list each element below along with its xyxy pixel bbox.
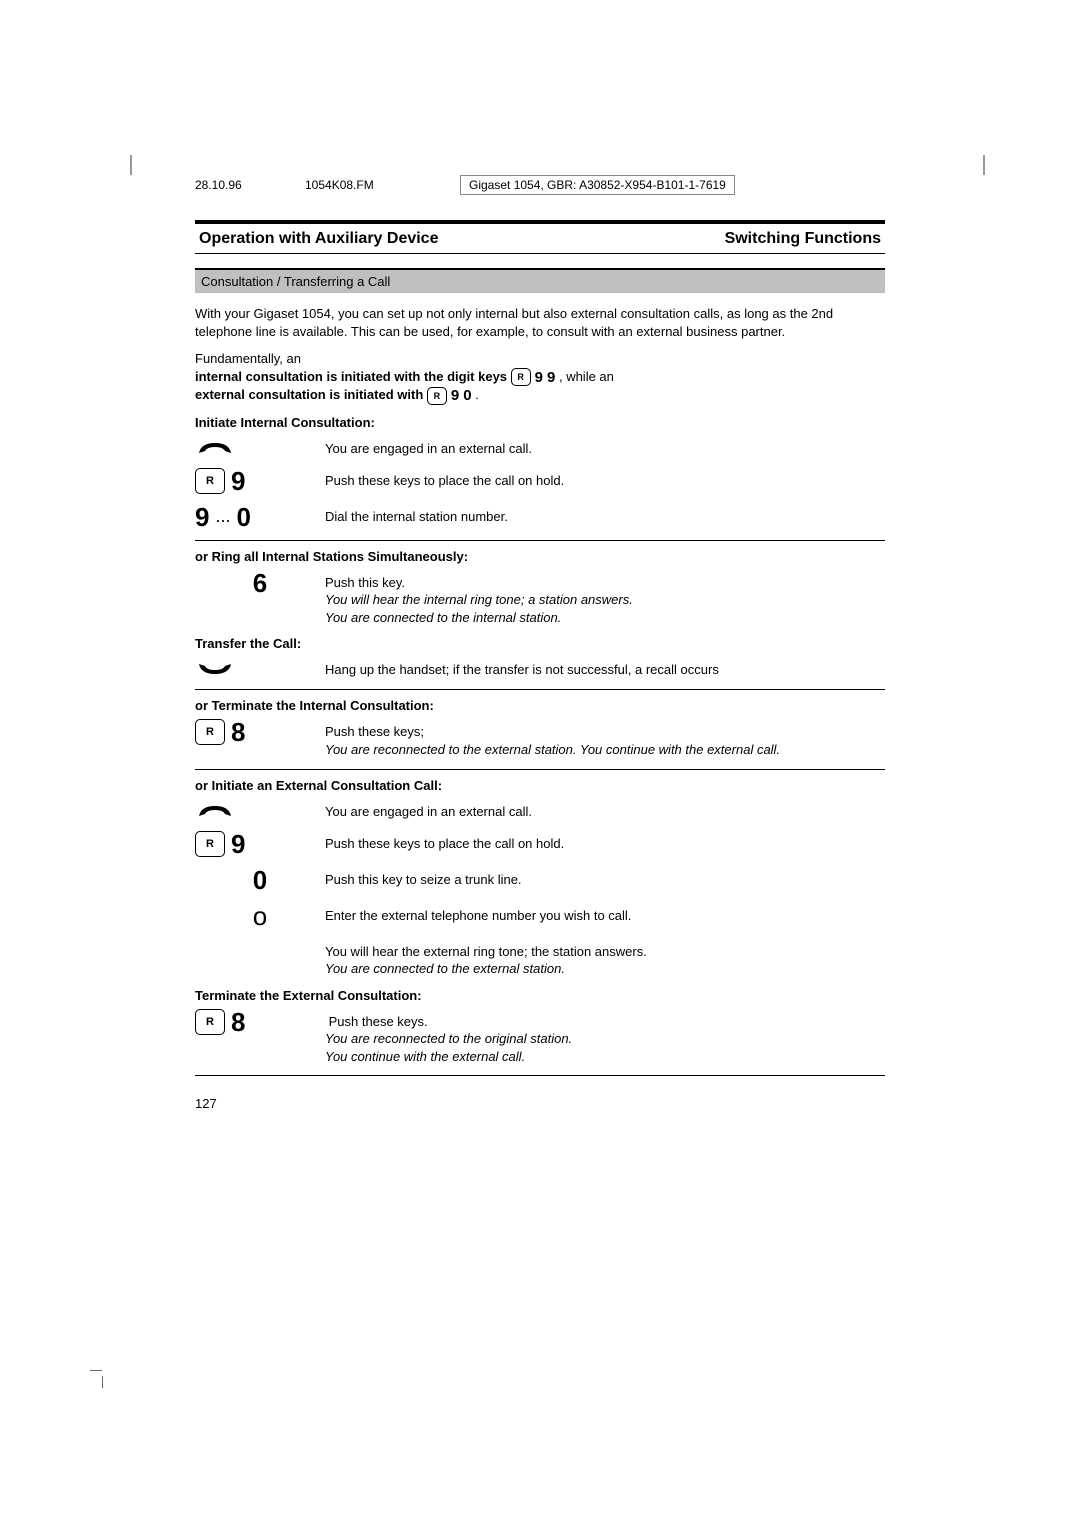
crop-mark: [90, 1370, 108, 1388]
key-sequence: 0: [195, 867, 325, 893]
step-heading: or Ring all Internal Stations Simultaneo…: [195, 549, 885, 564]
step-text: Push this key.: [325, 575, 405, 590]
digit-icon: 9: [451, 388, 459, 403]
crop-mark: [130, 155, 132, 175]
step-heading: Terminate the External Consultation:: [195, 988, 885, 1003]
key-sequence: R 8: [195, 719, 325, 745]
step-desc: You are engaged in an external call.: [325, 799, 885, 821]
step-desc: Enter the external telephone number you …: [325, 903, 885, 925]
step-heading: or Terminate the Internal Consultation:: [195, 698, 885, 713]
digit-icon: 6: [253, 570, 267, 596]
header-file: 1054K08.FM: [305, 178, 460, 192]
key-sequence: 9 ... 0: [195, 504, 325, 530]
key-sequence: o: [195, 903, 325, 929]
step-text-italic: You continue with the external call.: [325, 1049, 525, 1064]
page-number: 127: [195, 1096, 885, 1111]
title-bar: Operation with Auxiliary Device Switchin…: [195, 220, 885, 254]
step-row: 0 Push this key to seize a trunk line.: [195, 867, 885, 893]
intro-text: .: [475, 387, 479, 402]
step-text-italic: You are connected to the internal statio…: [325, 610, 561, 625]
step-heading: Transfer the Call:: [195, 636, 885, 651]
r-key-icon: R: [195, 468, 225, 494]
intro-text: Fundamentally, an: [195, 351, 301, 366]
key-sequence: R 9 0: [427, 387, 472, 405]
step-heading: Initiate Internal Consultation:: [195, 415, 885, 430]
step-text: Push these keys.: [329, 1014, 428, 1029]
title-right: Switching Functions: [725, 230, 881, 248]
handset-up-icon: [195, 436, 325, 458]
step-desc: Push these keys; You are reconnected to …: [325, 719, 885, 758]
digit-icon: 0: [253, 867, 267, 893]
title-left: Operation with Auxiliary Device: [199, 230, 438, 248]
step-row: Hang up the handset; if the transfer is …: [195, 657, 885, 679]
key-sequence: R 9 9: [511, 368, 556, 386]
step-row: R 9 Push these keys to place the call on…: [195, 468, 885, 494]
digit-icon: 0: [236, 504, 250, 530]
step-desc: Push these keys to place the call on hol…: [325, 831, 885, 853]
step-row: R 8 Push these keys; You are reconnected…: [195, 719, 885, 758]
step-row: 9 ... 0 Dial the internal station number…: [195, 504, 885, 530]
step-desc: Dial the internal station number.: [325, 504, 885, 526]
step-desc: Push this key to seize a trunk line.: [325, 867, 885, 889]
page-header: 28.10.96 1054K08.FM Gigaset 1054, GBR: A…: [195, 175, 885, 195]
digit-icon: 9: [547, 370, 555, 385]
intro-paragraph-2: Fundamentally, an internal consultation …: [195, 350, 885, 405]
step-heading: or Initiate an External Consultation Cal…: [195, 778, 885, 793]
key-sequence: R 9: [195, 468, 325, 494]
handset-up-icon: [195, 799, 325, 821]
digit-icon: 8: [231, 719, 245, 745]
digit-icon: 9: [231, 831, 245, 857]
digit-icon: 9: [535, 370, 543, 385]
intro-text: , while an: [559, 369, 614, 384]
intro-text: internal consultation is initiated with …: [195, 369, 511, 384]
step-row: You will hear the external ring tone; th…: [195, 939, 885, 978]
section-header: Consultation / Transferring a Call: [195, 268, 885, 293]
ellipsis-icon: ...: [215, 506, 230, 527]
header-box: Gigaset 1054, GBR: A30852-X954-B101-1-76…: [460, 175, 735, 195]
step-row: o Enter the external telephone number yo…: [195, 903, 885, 929]
step-text-italic: You are reconnected to the external stat…: [325, 742, 780, 757]
key-sequence: R 9: [195, 831, 325, 857]
step-text-italic: You are reconnected to the original stat…: [325, 1031, 572, 1046]
key-sequence: 6: [195, 570, 325, 596]
digit-icon: 8: [231, 1009, 245, 1035]
step-text-italic: You are connected to the external statio…: [325, 961, 565, 976]
step-desc: Push this key. You will hear the interna…: [325, 570, 885, 627]
header-date: 28.10.96: [195, 178, 305, 192]
step-row: You are engaged in an external call.: [195, 799, 885, 821]
step-desc: You will hear the external ring tone; th…: [325, 939, 885, 978]
intro-text: external consultation is initiated with: [195, 387, 427, 402]
divider: [195, 769, 885, 770]
step-row: R 9 Push these keys to place the call on…: [195, 831, 885, 857]
step-text: You will hear the external ring tone; th…: [325, 944, 647, 959]
step-row: R 8 Push these keys. You are reconnected…: [195, 1009, 885, 1066]
r-key-icon: R: [195, 719, 225, 745]
step-desc: Push these keys to place the call on hol…: [325, 468, 885, 490]
r-key-icon: R: [511, 368, 531, 386]
step-desc: Hang up the handset; if the transfer is …: [325, 657, 885, 679]
step-row: 6 Push this key. You will hear the inter…: [195, 570, 885, 627]
handset-down-icon: [195, 657, 325, 679]
step-row: You are engaged in an external call.: [195, 436, 885, 458]
r-key-icon: R: [195, 1009, 225, 1035]
digit-icon: 9: [195, 504, 209, 530]
page-content: 28.10.96 1054K08.FM Gigaset 1054, GBR: A…: [195, 175, 885, 1111]
step-text-italic: You will hear the internal ring tone; a …: [325, 592, 633, 607]
placeholder-icon: o: [253, 903, 267, 929]
key-sequence: R 8: [195, 1009, 325, 1035]
divider: [195, 1075, 885, 1076]
r-key-icon: R: [195, 831, 225, 857]
r-key-icon: R: [427, 387, 447, 405]
crop-mark: [983, 155, 985, 175]
step-text: Push these keys;: [325, 724, 424, 739]
intro-bold: external consultation is initiated with: [195, 387, 427, 402]
divider: [195, 540, 885, 541]
intro-bold: internal consultation is initiated with …: [195, 369, 511, 384]
intro-paragraph-1: With your Gigaset 1054, you can set up n…: [195, 305, 885, 340]
digit-icon: 9: [231, 468, 245, 494]
step-desc: Push these keys. You are reconnected to …: [325, 1009, 885, 1066]
digit-icon: 0: [463, 388, 471, 403]
step-desc: You are engaged in an external call.: [325, 436, 885, 458]
divider: [195, 689, 885, 690]
